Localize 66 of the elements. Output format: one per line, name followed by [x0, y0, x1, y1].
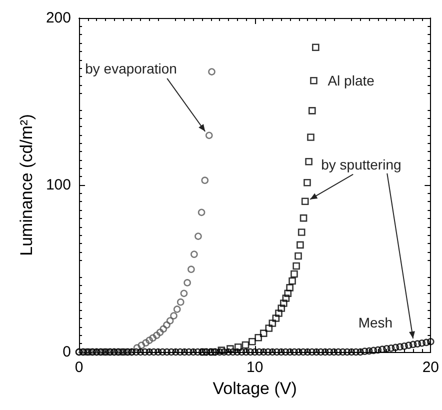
point [280, 300, 288, 307]
x-tick-label: 0 [74, 359, 84, 376]
point [282, 294, 290, 302]
point [265, 324, 273, 332]
point [272, 314, 280, 322]
point [146, 336, 153, 344]
point [286, 284, 294, 292]
point [133, 344, 141, 352]
point [310, 76, 318, 84]
annotation: by evaporation [85, 60, 177, 76]
point [312, 44, 320, 52]
point [248, 338, 256, 346]
y-tick-label: 0 [62, 344, 71, 360]
x-tick-label: 20 [422, 359, 439, 376]
point [156, 328, 164, 336]
point [284, 290, 292, 298]
point [294, 252, 302, 260]
point [234, 344, 242, 351]
point [300, 214, 308, 222]
point [194, 232, 202, 240]
point [305, 158, 312, 166]
point [288, 277, 296, 285]
point [278, 304, 286, 312]
y-tick-label: 200 [46, 10, 71, 26]
point [153, 332, 160, 339]
y-axis-title: Luminance (cd/m²) [17, 114, 36, 256]
point [226, 345, 234, 352]
point [190, 250, 198, 258]
point [198, 208, 206, 216]
point [166, 317, 174, 324]
point [290, 270, 298, 278]
point [184, 279, 191, 286]
point [268, 320, 276, 327]
point [208, 348, 216, 356]
y-tick-label: 100 [46, 176, 71, 194]
point [275, 310, 282, 317]
point [298, 228, 306, 236]
point [142, 339, 150, 346]
point [163, 321, 170, 329]
point [160, 325, 168, 333]
point [254, 334, 262, 342]
point [201, 176, 209, 184]
point [208, 68, 216, 76]
point [301, 198, 309, 206]
point [138, 342, 146, 349]
point [260, 330, 268, 337]
point [308, 107, 316, 114]
point [218, 346, 226, 354]
annotation: by sputtering [321, 156, 402, 172]
point [149, 334, 156, 342]
point [292, 262, 300, 270]
point [180, 290, 188, 298]
point [200, 348, 208, 356]
point [304, 179, 311, 186]
point [188, 266, 195, 273]
point [176, 298, 184, 306]
point [307, 134, 314, 141]
x-axis-title: Voltage (V) [212, 379, 297, 398]
series-label: Mesh [358, 314, 393, 330]
point [170, 312, 178, 320]
series-label: Al plate [328, 72, 375, 89]
point [173, 306, 181, 313]
x-tick-label: 10 [246, 359, 264, 376]
point [205, 132, 213, 140]
point [242, 341, 250, 349]
point [296, 241, 304, 249]
